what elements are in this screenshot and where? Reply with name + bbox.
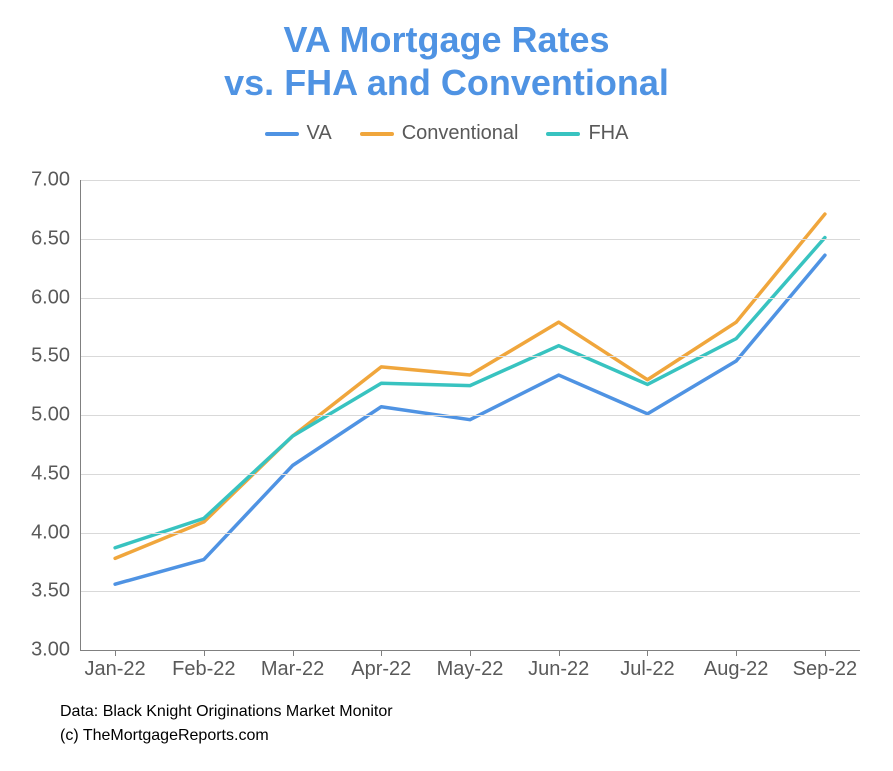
- chart-title-line2: vs. FHA and Conventional: [0, 61, 893, 104]
- x-tick-mark: [204, 650, 205, 656]
- gridline: [80, 533, 860, 534]
- y-axis-line: [80, 180, 81, 650]
- gridline: [80, 239, 860, 240]
- x-tick-mark: [825, 650, 826, 656]
- x-tick-mark: [293, 650, 294, 656]
- x-tick-mark: [647, 650, 648, 656]
- footer-copyright: (c) TheMortgageReports.com: [60, 724, 393, 748]
- plot-area: 3.003.504.004.505.005.506.006.507.00Jan-…: [80, 180, 860, 650]
- y-tick-label: 4.00: [31, 521, 80, 544]
- x-tick-mark: [381, 650, 382, 656]
- legend: VA Conventional FHA: [0, 122, 893, 145]
- chart-footer: Data: Black Knight Originations Market M…: [60, 700, 393, 748]
- gridline: [80, 591, 860, 592]
- y-tick-label: 5.50: [31, 345, 80, 368]
- gridline: [80, 298, 860, 299]
- chart-title-line1: VA Mortgage Rates: [0, 18, 893, 61]
- gridline: [80, 415, 860, 416]
- legend-item-va: VA: [265, 122, 332, 145]
- y-tick-label: 6.00: [31, 286, 80, 309]
- x-tick-mark: [470, 650, 471, 656]
- series-line-fha: [115, 238, 825, 548]
- legend-label: VA: [307, 122, 332, 145]
- series-line-va: [115, 255, 825, 584]
- chart-container: VA Mortgage Rates vs. FHA and Convention…: [0, 0, 893, 771]
- footer-data-source: Data: Black Knight Originations Market M…: [60, 700, 393, 724]
- gridline: [80, 180, 860, 181]
- x-tick-mark: [736, 650, 737, 656]
- y-tick-label: 7.00: [31, 169, 80, 192]
- legend-label: Conventional: [402, 122, 519, 145]
- gridline: [80, 356, 860, 357]
- y-tick-label: 3.50: [31, 580, 80, 603]
- y-tick-label: 6.50: [31, 227, 80, 250]
- x-tick-mark: [559, 650, 560, 656]
- legend-item-fha: FHA: [546, 122, 628, 145]
- chart-title: VA Mortgage Rates vs. FHA and Convention…: [0, 0, 893, 104]
- legend-label: FHA: [588, 122, 628, 145]
- y-tick-label: 4.50: [31, 462, 80, 485]
- legend-swatch: [360, 132, 394, 136]
- y-tick-label: 5.00: [31, 404, 80, 427]
- legend-item-conventional: Conventional: [360, 122, 519, 145]
- legend-swatch: [546, 132, 580, 136]
- legend-swatch: [265, 132, 299, 136]
- y-tick-label: 3.00: [31, 639, 80, 662]
- gridline: [80, 474, 860, 475]
- x-tick-mark: [115, 650, 116, 656]
